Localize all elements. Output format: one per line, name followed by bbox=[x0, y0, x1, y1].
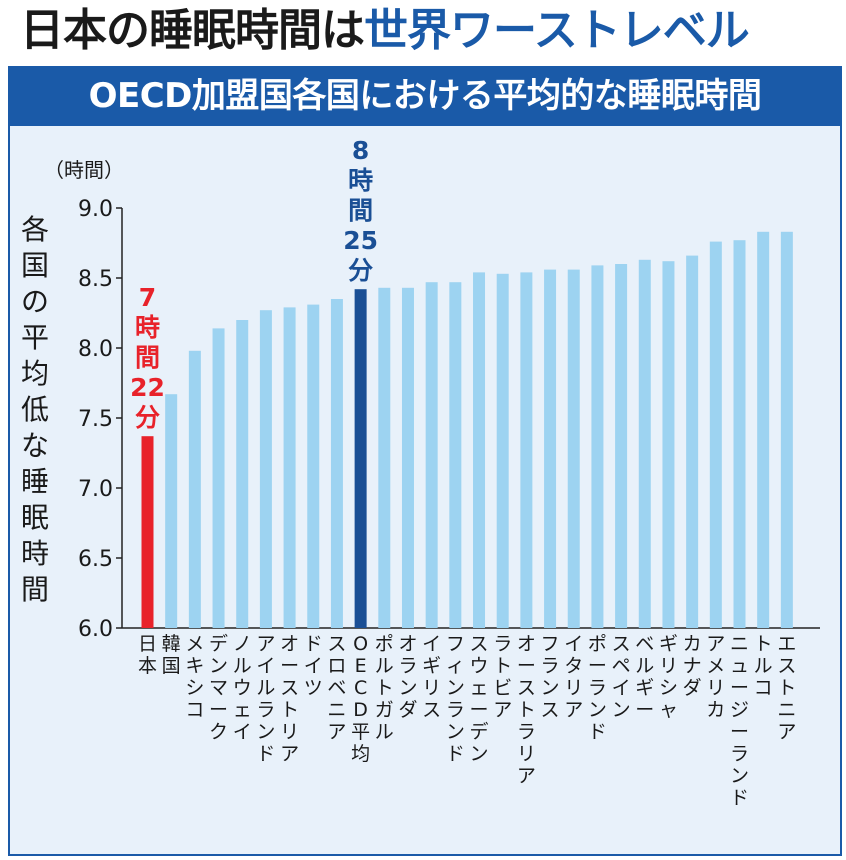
category-label: フランス bbox=[541, 633, 560, 721]
japan-data-label: 7 時間 22 分 bbox=[130, 283, 165, 432]
category-label: アメリカ bbox=[706, 633, 725, 721]
panel-title: OECD加盟国各国における平均的な睡眠時間 bbox=[8, 66, 842, 126]
category-label: エストニア bbox=[777, 633, 796, 743]
category-label: スペイン bbox=[612, 633, 631, 721]
bar bbox=[544, 269, 557, 628]
y-unit-label: （時間） bbox=[44, 158, 124, 182]
category-label: ベルギー bbox=[635, 633, 654, 721]
headline-part1: 日本の睡眠時間は bbox=[20, 5, 365, 56]
y-tick-label: 6.5 bbox=[78, 547, 113, 572]
bar bbox=[378, 287, 391, 628]
bar bbox=[141, 436, 154, 628]
category-label: メキシコ bbox=[185, 633, 204, 721]
bar bbox=[780, 231, 793, 629]
category-label: スロベニア bbox=[327, 633, 346, 743]
y-tick-label: 8.0 bbox=[78, 337, 113, 362]
bar bbox=[425, 282, 438, 628]
bar bbox=[591, 265, 604, 628]
category-label: ポルトガル bbox=[375, 633, 394, 743]
category-label: オーストラリア bbox=[517, 633, 536, 787]
headline: 日本の睡眠時間は世界ワーストレベル bbox=[0, 0, 846, 62]
bar bbox=[449, 282, 462, 628]
category-label: カナダ bbox=[683, 633, 702, 699]
bar bbox=[401, 287, 414, 628]
bar bbox=[473, 272, 486, 628]
oecd-data-label: 8 時間 25 分 bbox=[343, 136, 378, 285]
category-label: イギリス bbox=[422, 633, 441, 721]
y-tick-label: 7.0 bbox=[78, 477, 113, 502]
bar bbox=[259, 310, 272, 628]
category-label: ノルウェイ bbox=[233, 633, 252, 743]
category-label: アイルランド bbox=[256, 633, 275, 765]
y-tick-label: 7.5 bbox=[78, 407, 113, 432]
y-tick-label: 6.0 bbox=[78, 617, 113, 642]
bar bbox=[212, 328, 225, 628]
y-axis-title: 各国の平均低な睡眠時間 bbox=[20, 213, 49, 606]
y-tick-label: 8.5 bbox=[78, 267, 113, 292]
bar bbox=[307, 304, 320, 628]
category-label: オーストリア bbox=[280, 633, 299, 765]
bar bbox=[496, 273, 509, 628]
category-label: O E C D 平均 bbox=[351, 633, 370, 765]
bar bbox=[165, 394, 178, 628]
bar bbox=[686, 255, 699, 628]
category-label: スウェーデン bbox=[470, 633, 489, 765]
bar bbox=[709, 241, 722, 628]
bar bbox=[354, 289, 367, 628]
bar bbox=[520, 272, 533, 628]
category-label: イタリア bbox=[564, 633, 583, 721]
bar bbox=[638, 259, 651, 628]
category-label: 日本 bbox=[138, 633, 157, 677]
bar bbox=[236, 320, 249, 628]
bar bbox=[188, 350, 201, 628]
category-label: ニュージーランド bbox=[730, 633, 749, 809]
bar bbox=[567, 269, 580, 628]
bar bbox=[662, 261, 675, 628]
category-label: フィンランド bbox=[446, 633, 465, 765]
category-label: ドイツ bbox=[304, 633, 323, 699]
y-tick-label: 9.0 bbox=[78, 197, 113, 222]
bar bbox=[615, 264, 628, 628]
bar bbox=[733, 240, 746, 628]
headline-part2: 世界ワーストレベル bbox=[364, 5, 750, 56]
category-label: デンマーク bbox=[209, 633, 228, 743]
category-label: ラトビア bbox=[493, 633, 512, 721]
bar bbox=[757, 231, 770, 629]
category-label: 韓国 bbox=[162, 633, 181, 677]
category-label: ギリシャ bbox=[659, 633, 678, 721]
bar bbox=[283, 307, 296, 628]
category-label: オランダ bbox=[398, 633, 417, 721]
category-label: ポーランド bbox=[588, 633, 607, 743]
bar bbox=[330, 299, 343, 628]
category-label: トルコ bbox=[754, 633, 773, 699]
